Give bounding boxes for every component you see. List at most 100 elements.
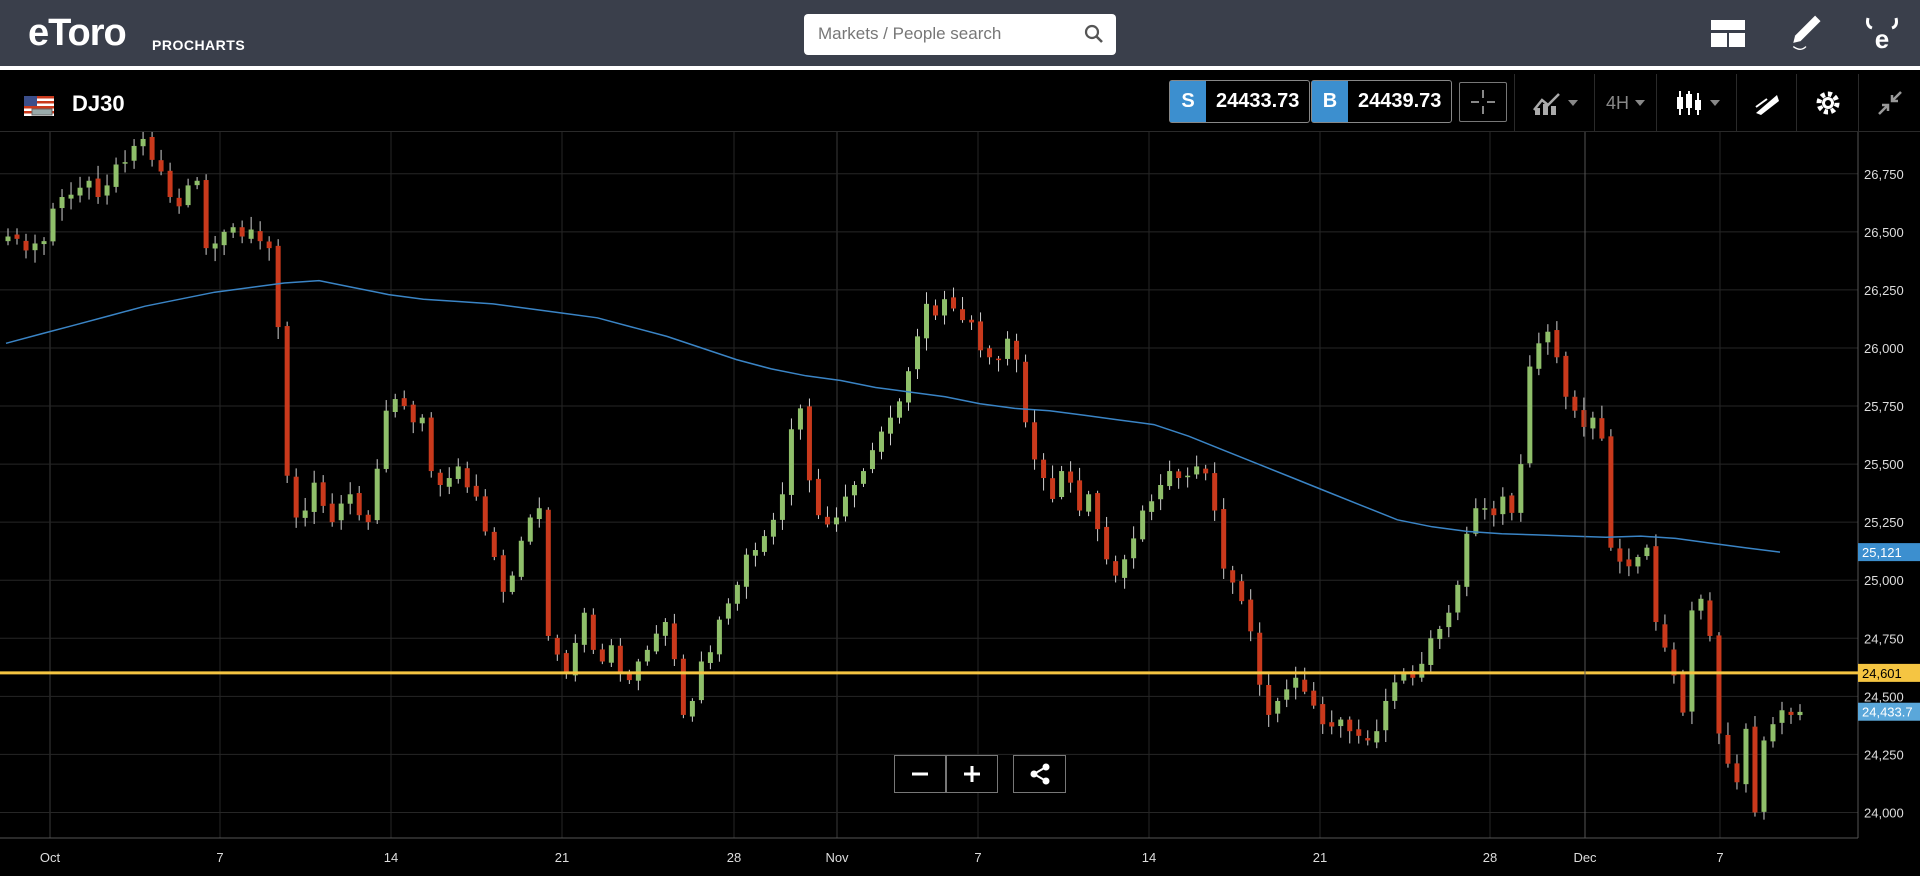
candle-up xyxy=(1473,508,1479,534)
candle-down xyxy=(671,623,677,660)
search-input[interactable] xyxy=(818,23,1078,45)
candle-up xyxy=(311,482,317,512)
candle-down xyxy=(1077,480,1083,511)
candle-down xyxy=(1032,422,1038,460)
chevron-down-icon xyxy=(1567,100,1578,106)
candle-up xyxy=(1455,584,1461,613)
candle-down xyxy=(1221,509,1227,569)
candle-down xyxy=(491,531,497,557)
candle-down xyxy=(1608,436,1614,548)
candle-down xyxy=(284,326,290,476)
candle-up xyxy=(374,468,380,521)
sell-tag: S xyxy=(1170,81,1206,122)
etoro-logo[interactable]: eToro xyxy=(28,12,127,54)
candle-up xyxy=(1383,700,1389,731)
x-tick-label: 28 xyxy=(1483,850,1497,865)
candle-down xyxy=(1707,600,1713,636)
search-icon[interactable] xyxy=(1084,24,1104,44)
candle-up xyxy=(635,661,641,681)
etoro-e-icon[interactable]: e xyxy=(1862,14,1902,54)
candle-down xyxy=(1554,330,1560,358)
buy-button[interactable]: B 24439.73 xyxy=(1311,80,1453,123)
search-box[interactable] xyxy=(804,14,1116,55)
candle-down xyxy=(1581,410,1587,427)
candle-up xyxy=(1527,366,1533,464)
candle-down xyxy=(1329,722,1335,727)
crosshair-button[interactable] xyxy=(1459,82,1507,122)
candle-down xyxy=(1257,632,1263,685)
candle-down xyxy=(365,514,371,523)
candle-up xyxy=(1518,464,1524,513)
candle-up xyxy=(896,401,902,418)
candle-down xyxy=(1113,561,1119,576)
instrument-symbol: DJ30 xyxy=(72,91,125,116)
candle-up xyxy=(455,466,461,479)
sell-button[interactable]: S 24433.73 xyxy=(1169,80,1311,123)
candle-up xyxy=(878,431,884,452)
chart-type-button[interactable] xyxy=(1656,74,1736,132)
candle-down xyxy=(473,485,479,497)
y-tick-label: 25,250 xyxy=(1864,515,1904,530)
candle-up xyxy=(446,478,452,487)
svg-text:e: e xyxy=(1875,24,1889,54)
top-bar: eToro PROCHARTS e xyxy=(0,0,1920,70)
candle-up xyxy=(779,494,785,520)
x-tick-label: 7 xyxy=(1716,850,1723,865)
candle-up xyxy=(1149,501,1155,512)
zoom-in-button[interactable] xyxy=(946,755,998,793)
candle-up xyxy=(194,180,200,186)
y-tick-label: 24,500 xyxy=(1864,689,1904,704)
candle-down xyxy=(1410,671,1416,678)
crosshair-icon xyxy=(1471,90,1495,114)
chart-svg[interactable]: Oct 7 14 21 28 Nov 7 14 21 28 Dec 7 26,750 26,500 26,2… xyxy=(0,129,1920,871)
price-chart[interactable]: Oct 7 14 21 28 Nov 7 14 21 28 Dec 7 26,750 26,500 26,2… xyxy=(0,129,1920,871)
candle-down xyxy=(590,614,596,650)
candle-up xyxy=(860,471,866,484)
last-price-tag-bg xyxy=(1858,702,1920,721)
share-icon xyxy=(1030,763,1049,785)
pen-icon[interactable] xyxy=(1786,12,1826,52)
candle-down xyxy=(158,160,164,172)
layout-icon[interactable] xyxy=(1708,14,1748,54)
candle-up xyxy=(689,700,695,717)
candle-up xyxy=(743,554,749,587)
x-tick-label: 7 xyxy=(216,850,223,865)
candle-down xyxy=(617,645,623,674)
indicators-button[interactable] xyxy=(1514,74,1594,132)
candle-up xyxy=(1086,494,1092,512)
candle-up xyxy=(752,550,758,556)
procharts-label: PROCHARTS xyxy=(152,37,246,53)
candle-down xyxy=(1266,684,1272,715)
timeframe-select[interactable]: 4H xyxy=(1594,74,1656,132)
candle-down xyxy=(437,472,443,485)
candle-down xyxy=(1491,508,1497,516)
candle-up xyxy=(608,645,614,663)
candle-up xyxy=(1743,728,1749,785)
candle-up xyxy=(59,197,65,209)
candle-down xyxy=(1014,340,1020,360)
candle-down xyxy=(969,319,975,323)
draw-icon xyxy=(1754,95,1779,115)
y-tick-label: 24,750 xyxy=(1864,631,1904,646)
candle-up xyxy=(1428,638,1434,665)
candle-up xyxy=(122,162,128,164)
draw-tools-button[interactable] xyxy=(1736,74,1796,132)
candle-down xyxy=(987,348,993,358)
share-button[interactable] xyxy=(1013,755,1066,793)
x-tick-label: 28 xyxy=(727,850,741,865)
x-tick-label: 21 xyxy=(1313,850,1327,865)
candle-down xyxy=(933,305,939,316)
x-tick-label: Oct xyxy=(40,850,61,865)
candle-down xyxy=(203,180,209,249)
collapse-button[interactable] xyxy=(1858,74,1920,132)
candle-up xyxy=(887,417,893,434)
candle-up xyxy=(1482,508,1488,510)
candle-down xyxy=(815,478,821,516)
settings-button[interactable] xyxy=(1796,74,1858,132)
y-tick-label: 25,750 xyxy=(1864,399,1904,414)
candle-down xyxy=(176,197,182,207)
candle-down xyxy=(500,555,506,592)
zoom-out-button[interactable] xyxy=(894,755,946,793)
candle-up xyxy=(644,649,650,662)
candle-down xyxy=(626,673,632,681)
